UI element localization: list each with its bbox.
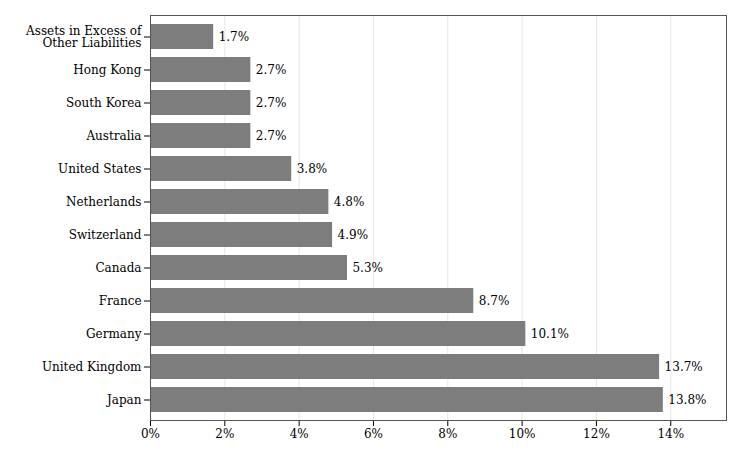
svg-text:Germany: Germany: [86, 327, 142, 341]
svg-text:0%: 0%: [141, 427, 160, 441]
svg-text:10.1%: 10.1%: [531, 327, 569, 341]
svg-text:1.7%: 1.7%: [219, 30, 250, 44]
svg-text:6%: 6%: [364, 427, 383, 441]
svg-text:South Korea: South Korea: [66, 96, 141, 110]
svg-text:8%: 8%: [438, 427, 457, 441]
svg-text:Hong Kong: Hong Kong: [73, 63, 142, 77]
svg-text:2.7%: 2.7%: [256, 63, 287, 77]
svg-text:France: France: [99, 294, 142, 308]
svg-text:United Kingdom: United Kingdom: [42, 360, 142, 374]
svg-text:14%: 14%: [657, 427, 684, 441]
svg-text:3.8%: 3.8%: [297, 162, 328, 176]
svg-text:12%: 12%: [583, 427, 610, 441]
svg-text:4.9%: 4.9%: [338, 228, 369, 242]
svg-text:Assets in Excess ofOther Liabi: Assets in Excess ofOther Liabilities: [25, 24, 143, 50]
svg-text:Canada: Canada: [95, 261, 141, 275]
svg-text:4%: 4%: [290, 427, 309, 441]
svg-text:2%: 2%: [215, 427, 234, 441]
svg-text:Australia: Australia: [85, 129, 141, 143]
svg-text:10%: 10%: [509, 427, 536, 441]
svg-text:Netherlands: Netherlands: [66, 195, 142, 209]
svg-text:Japan: Japan: [105, 393, 142, 407]
svg-text:United States: United States: [58, 162, 141, 176]
svg-text:2.7%: 2.7%: [256, 96, 287, 110]
svg-text:4.8%: 4.8%: [334, 195, 365, 209]
svg-text:5.3%: 5.3%: [352, 261, 383, 275]
svg-text:13.8%: 13.8%: [668, 393, 706, 407]
svg-text:2.7%: 2.7%: [256, 129, 287, 143]
svg-text:8.7%: 8.7%: [479, 294, 510, 308]
svg-text:13.7%: 13.7%: [665, 360, 703, 374]
svg-text:Switzerland: Switzerland: [69, 228, 142, 242]
